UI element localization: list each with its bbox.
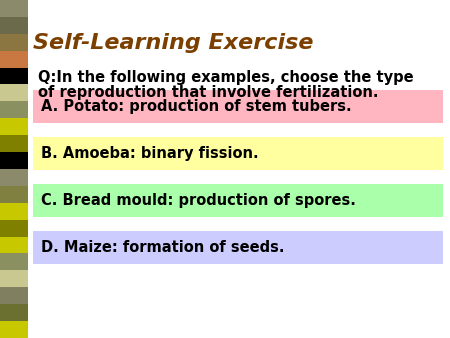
Text: C. Bread mould: production of spores.: C. Bread mould: production of spores. (41, 193, 356, 208)
Bar (0, 203, 28, 220)
Bar (33, 184, 443, 217)
Bar (0, 186, 28, 203)
Bar (0, 68, 28, 84)
Bar (0, 287, 28, 304)
Text: A. Potato: production of stem tubers.: A. Potato: production of stem tubers. (41, 99, 351, 114)
Bar (0, 321, 28, 338)
Bar (0, 51, 28, 68)
Text: Q:In the following examples, choose the type: Q:In the following examples, choose the … (38, 70, 414, 85)
Text: Self-Learning Exercise: Self-Learning Exercise (33, 33, 314, 53)
Bar (0, 304, 28, 321)
Bar (33, 231, 443, 264)
Bar (0, 17, 28, 34)
Bar (0, 152, 28, 169)
Bar (33, 137, 443, 170)
Bar (0, 270, 28, 287)
Text: D. Maize: formation of seeds.: D. Maize: formation of seeds. (41, 240, 284, 255)
Bar (0, 34, 28, 51)
Text: of reproduction that involve fertilization.: of reproduction that involve fertilizati… (38, 85, 378, 100)
Bar (33, 90, 443, 123)
Text: B. Amoeba: binary fission.: B. Amoeba: binary fission. (41, 146, 259, 161)
Bar (0, 220, 28, 237)
Bar (0, 169, 28, 186)
Bar (0, 0, 28, 17)
Bar (0, 254, 28, 270)
Bar (0, 84, 28, 101)
Bar (0, 135, 28, 152)
Bar (0, 101, 28, 118)
Bar (0, 118, 28, 135)
Bar (0, 237, 28, 254)
